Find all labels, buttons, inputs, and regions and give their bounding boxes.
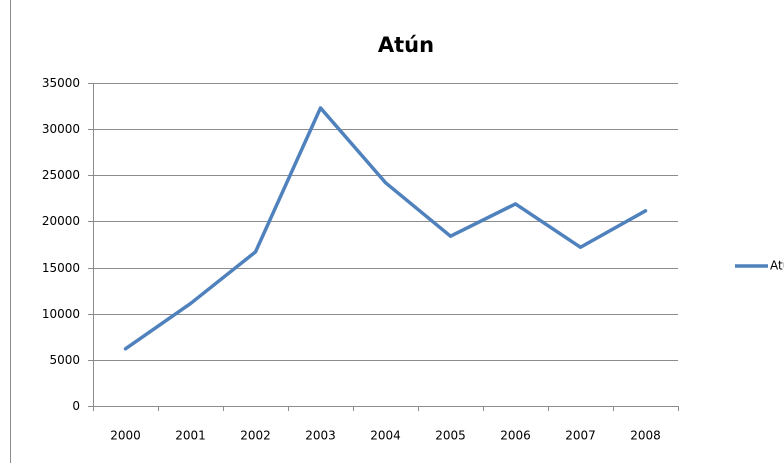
x-tick-label: 2004 <box>370 429 401 443</box>
chart-title: Atún <box>378 33 434 57</box>
y-tick-label: 25000 <box>42 168 80 182</box>
y-tick-label: 30000 <box>42 122 80 136</box>
y-tick-label: 5000 <box>49 353 80 367</box>
x-tick-label: 2003 <box>305 429 336 443</box>
y-tick-label: 10000 <box>42 307 80 321</box>
x-tick-label: 2005 <box>435 429 466 443</box>
x-tick-label: 2006 <box>500 429 531 443</box>
legend-label: Atún <box>770 259 784 273</box>
x-tick-label: 2001 <box>175 429 206 443</box>
y-tick-label: 20000 <box>42 214 80 228</box>
x-tick-label: 2002 <box>240 429 271 443</box>
y-tick-label: 35000 <box>42 76 80 90</box>
y-tick-label: 0 <box>72 399 80 413</box>
data-line <box>123 106 648 351</box>
x-tick-label: 2007 <box>565 429 596 443</box>
x-tick-label: 2008 <box>630 429 661 443</box>
x-tick-label: 2000 <box>110 429 141 443</box>
y-tick-label: 15000 <box>42 261 80 275</box>
